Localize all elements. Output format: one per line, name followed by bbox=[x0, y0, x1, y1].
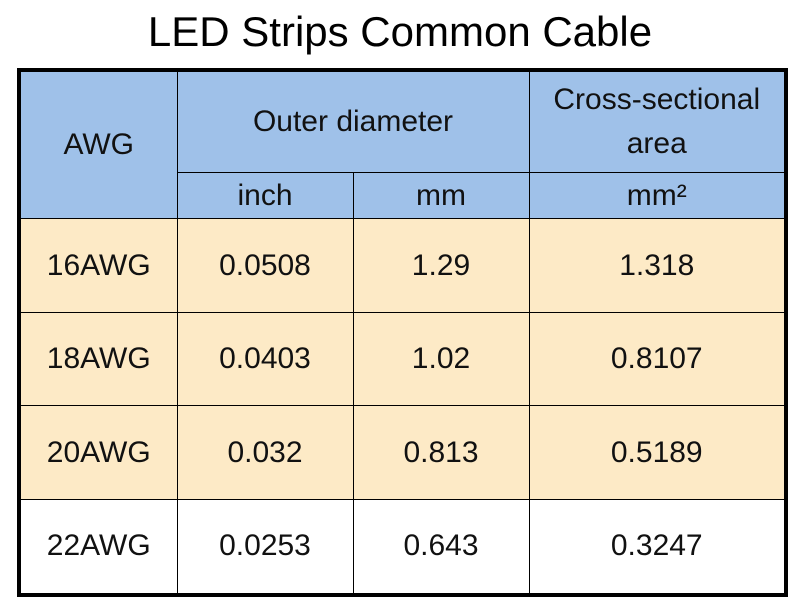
header-outer-diameter: Outer diameter bbox=[176, 69, 530, 173]
cell-awg: 22AWG bbox=[18, 499, 178, 595]
cell-awg: 16AWG bbox=[18, 218, 178, 313]
header-cross-sectional-area: Cross-sectional area bbox=[528, 69, 787, 173]
header-unit-mm: mm bbox=[352, 172, 530, 219]
cell-area: 1.318 bbox=[528, 218, 787, 313]
cell-awg: 20AWG bbox=[18, 405, 178, 500]
cell-area: 0.3247 bbox=[528, 499, 787, 595]
header-unit-mm2: mm² bbox=[528, 172, 787, 219]
cell-inch: 0.0403 bbox=[176, 312, 354, 406]
header-unit-inch: inch bbox=[176, 172, 354, 219]
cable-table: AWG Outer diameter Cross-sectional area … bbox=[17, 68, 788, 597]
cell-mm: 1.02 bbox=[352, 312, 530, 406]
header-awg: AWG bbox=[18, 69, 178, 219]
table-row: 20AWG 0.032 0.813 0.5189 bbox=[18, 405, 787, 500]
table-row: 22AWG 0.0253 0.643 0.3247 bbox=[18, 499, 787, 595]
header-cross-sectional-line1: Cross-sectional bbox=[553, 83, 761, 116]
cell-area: 0.8107 bbox=[528, 312, 787, 406]
page-title: LED Strips Common Cable bbox=[147, 8, 653, 55]
table-row: 16AWG 0.0508 1.29 1.318 bbox=[18, 218, 787, 313]
cell-inch: 0.032 bbox=[176, 405, 354, 500]
cell-area: 0.5189 bbox=[528, 405, 787, 500]
cell-awg: 18AWG bbox=[18, 312, 178, 406]
header-row-main: AWG Outer diameter Cross-sectional area bbox=[18, 69, 787, 219]
cell-mm: 0.813 bbox=[352, 405, 530, 500]
cell-mm: 1.29 bbox=[352, 218, 530, 313]
cell-mm: 0.643 bbox=[352, 499, 530, 595]
cell-inch: 0.0253 bbox=[176, 499, 354, 595]
header-cross-sectional-line2: area bbox=[626, 127, 687, 160]
table-row: 18AWG 0.0403 1.02 0.8107 bbox=[18, 312, 787, 406]
cell-inch: 0.0508 bbox=[176, 218, 354, 313]
